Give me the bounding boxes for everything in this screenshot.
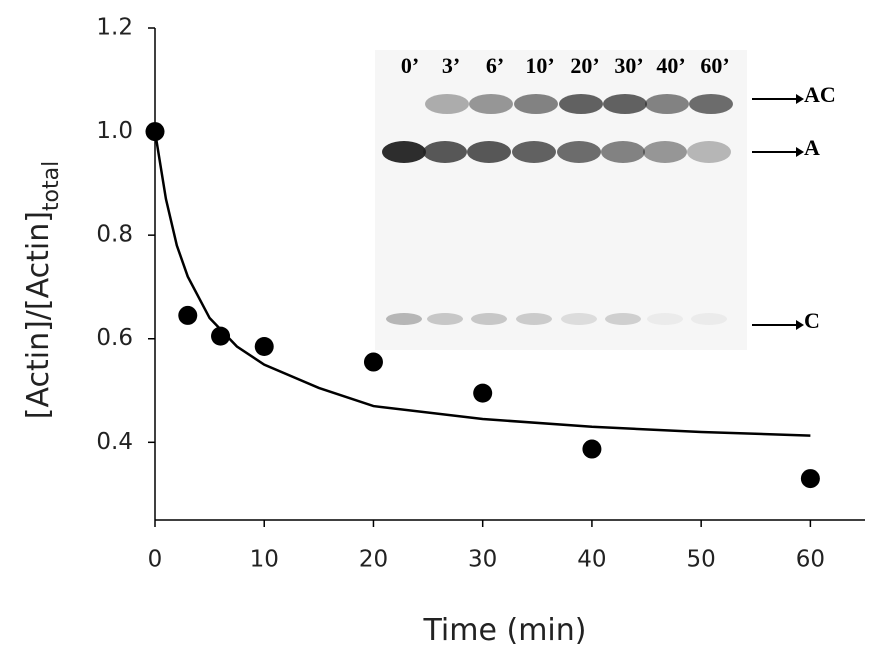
data-point (582, 439, 602, 459)
gel-image (382, 94, 733, 325)
gel-band (423, 141, 467, 163)
band-label: A (804, 135, 820, 160)
data-point (178, 305, 198, 325)
gel-band (603, 94, 647, 114)
gel-band (643, 141, 687, 163)
gel-band (469, 94, 513, 114)
y-tick-label: 0.6 (96, 325, 133, 351)
x-tick-label: 0 (148, 547, 163, 573)
gel-band (691, 313, 727, 325)
gel-band (601, 141, 645, 163)
data-point (363, 352, 383, 372)
gel-band (561, 313, 597, 325)
lane-label: 40’ (656, 53, 685, 78)
y-axis-title: [Actin]/[Actin]total (21, 161, 64, 419)
gel-band (512, 141, 556, 163)
fit-line (153, 131, 811, 437)
gel-band (516, 313, 552, 325)
band-arrowhead (796, 147, 804, 157)
gel-band (467, 141, 511, 163)
gel-band (605, 313, 641, 325)
gel-band (647, 313, 683, 325)
gel-band (471, 313, 507, 325)
y-axis-title-main: [Actin]/[Actin] (21, 211, 56, 419)
gel-band (425, 94, 469, 114)
data-point (800, 469, 820, 489)
gel-band (557, 141, 601, 163)
gel-band (382, 141, 426, 163)
gel-band (559, 94, 603, 114)
y-tick-label: 1.0 (96, 118, 133, 144)
lane-label: 10’ (525, 53, 554, 78)
lane-label: 60’ (700, 53, 729, 78)
gel-band (386, 313, 422, 325)
gel-background (375, 50, 747, 350)
gel-band (645, 94, 689, 114)
x-tick-label: 50 (687, 547, 716, 573)
y-tick-label: 1.2 (96, 15, 133, 41)
lane-label: 30’ (614, 53, 643, 78)
lane-label: 3’ (442, 53, 460, 78)
lane-label: 0’ (401, 53, 419, 78)
gel-band (514, 94, 558, 114)
lane-label: 20’ (570, 53, 599, 78)
data-point (473, 383, 493, 403)
x-tick-label: 40 (577, 547, 606, 573)
y-tick-label: 0.4 (96, 429, 133, 455)
data-point (211, 326, 231, 346)
band-arrowhead (796, 94, 804, 104)
lane-label: 6’ (486, 53, 504, 78)
y-tick-label: 0.8 (96, 222, 133, 248)
band-label: C (804, 308, 820, 333)
gel-band (427, 313, 463, 325)
gel-band (687, 141, 731, 163)
x-axis-title: Time (min) (423, 613, 587, 648)
x-tick-label: 10 (250, 547, 279, 573)
x-tick-label: 30 (468, 547, 497, 573)
x-tick-label: 20 (359, 547, 388, 573)
gel-band (689, 94, 733, 114)
y-axis-title-sub: total (39, 161, 64, 211)
x-tick-label: 60 (796, 547, 825, 573)
band-label: AC (804, 82, 836, 107)
data-point (254, 337, 274, 357)
band-arrowhead (796, 320, 804, 330)
